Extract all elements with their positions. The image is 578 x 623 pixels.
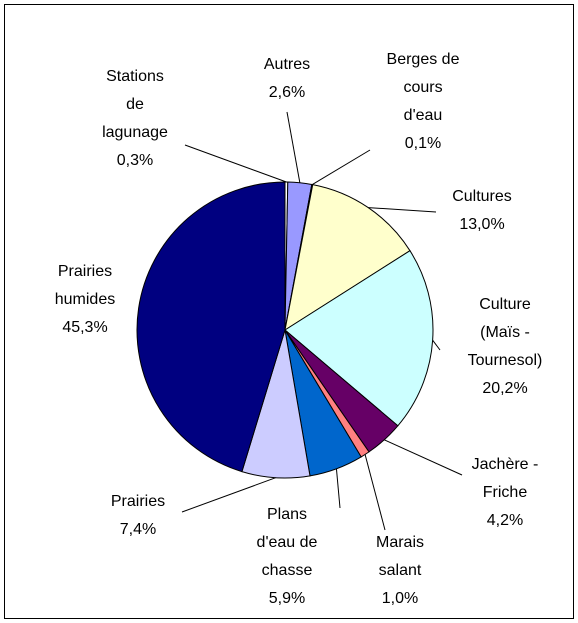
value-label: 1,0% xyxy=(382,590,418,607)
pie-slice xyxy=(136,181,286,473)
slice-label: Plans d'eau de chasse xyxy=(257,506,318,579)
slice-label: Cultures xyxy=(452,188,512,205)
leader-line xyxy=(384,439,463,476)
value-label: 4,2% xyxy=(487,512,523,529)
leader-line xyxy=(181,477,276,513)
leader-line xyxy=(364,454,386,531)
slice-label: Stations de lagunage xyxy=(102,68,168,141)
value-label: 0,3% xyxy=(117,152,153,169)
pie-slice xyxy=(284,250,434,427)
slice-label: Berges de cours d'eau xyxy=(387,51,460,124)
leader-line xyxy=(335,468,341,509)
slice-label: Jachère -Friche xyxy=(472,456,539,501)
leader-line xyxy=(286,111,301,183)
leader-line xyxy=(432,339,441,351)
value-label: 45,3% xyxy=(62,319,107,336)
leader-line xyxy=(184,144,287,183)
value-label: 7,4% xyxy=(120,521,156,538)
leader-line xyxy=(312,149,371,185)
slice-label: Marais salant xyxy=(376,534,424,579)
slice-label: Prairies xyxy=(111,493,165,510)
leader-line xyxy=(368,207,437,213)
slice-label: Prairies humides xyxy=(55,263,115,308)
value-label: 2,6% xyxy=(269,84,305,101)
value-label: 0,1% xyxy=(405,135,441,152)
slice-label: Culture (Maïs -Tournesol) xyxy=(468,296,543,369)
value-label: 13,0% xyxy=(459,216,504,233)
value-label: 5,9% xyxy=(269,590,305,607)
slice-label: Autres xyxy=(264,56,310,73)
value-label: 20,2% xyxy=(482,380,527,397)
